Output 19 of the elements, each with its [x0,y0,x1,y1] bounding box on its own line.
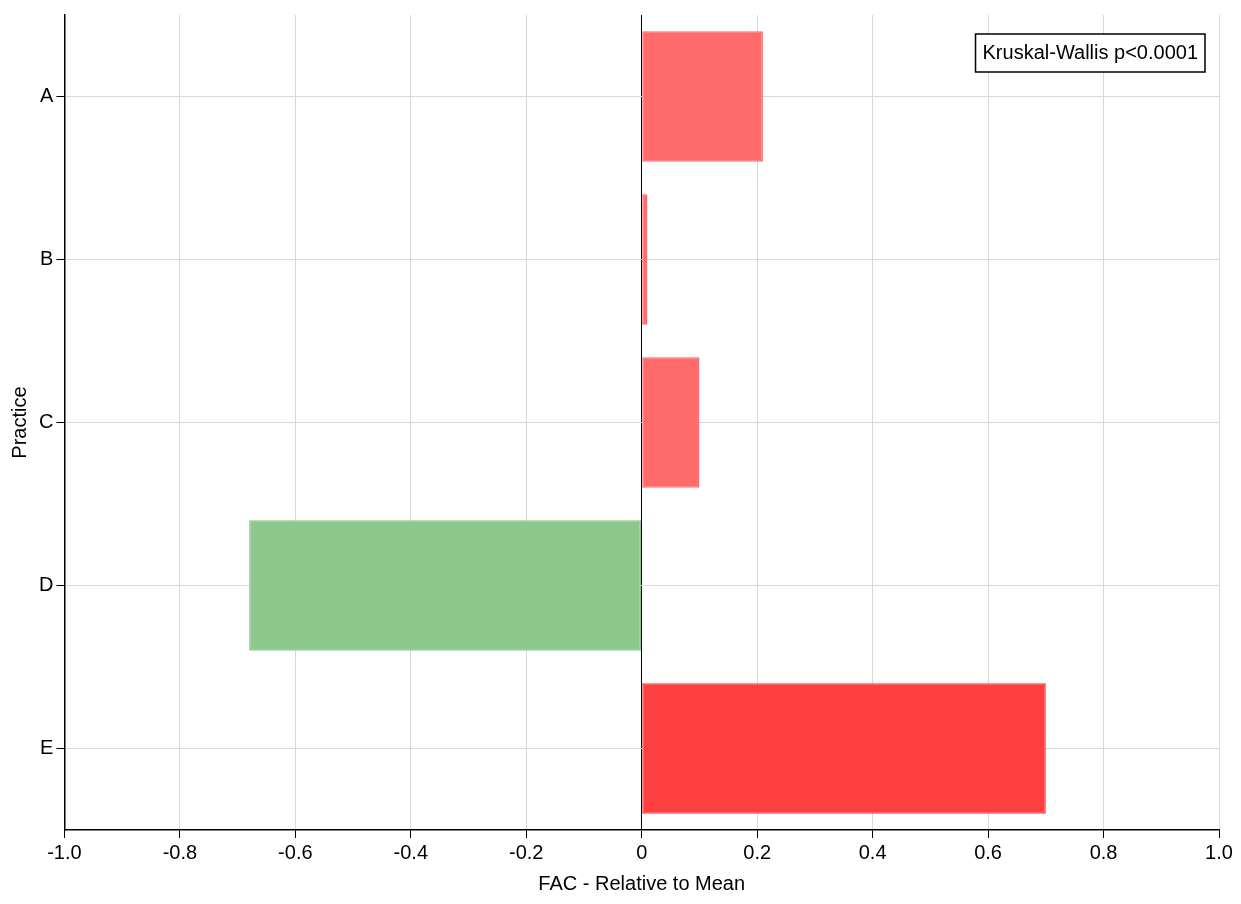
annotation: Kruskal-Wallis p<0.0001 [982,40,1198,63]
y-tick-label: D [38,573,54,596]
x-tick-label: -0.8 [162,840,198,863]
x-axis-title: FAC - Relative to Mean [538,871,746,894]
y-tick-label: A [40,84,55,107]
y-tick-label: B [40,247,54,270]
x-tick-label: 0.6 [974,840,1002,863]
x-tick-label: -0.6 [278,840,313,863]
x-tick-label: 0.4 [858,840,887,863]
y-tick-label: E [40,736,54,759]
x-tick-label: 1.0 [1205,840,1233,863]
x-tick-label: 0.8 [1089,840,1118,863]
x-tick-label: -0.2 [509,840,544,863]
x-tick-label: -0.4 [393,840,429,863]
y-axis-title: Practice [7,386,30,459]
x-tick-label: 0 [636,840,648,863]
x-tick-label: 0.2 [743,840,772,863]
x-tick-label: -1.0 [47,840,82,863]
y-tick-label: C [38,410,54,433]
